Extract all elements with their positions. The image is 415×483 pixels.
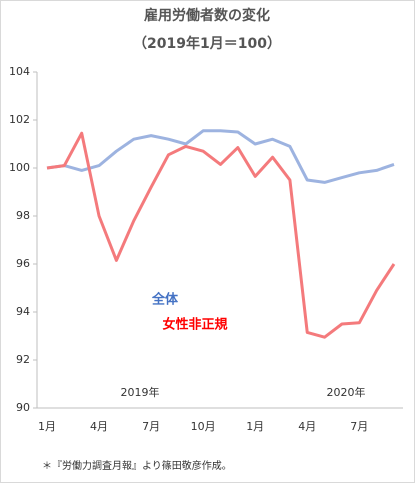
y-tick-label: 96 xyxy=(16,257,30,270)
chart-title: 雇用労働者数の変化 xyxy=(144,7,270,24)
y-tick-label: 100 xyxy=(9,161,30,174)
x-tick-label: 4月 xyxy=(298,420,316,433)
x-tick-label: 1月 xyxy=(38,420,56,433)
y-tick-label: 92 xyxy=(16,353,30,366)
legend-label: 女性非正規 xyxy=(162,317,227,333)
x-tick-label: 1月 xyxy=(246,420,264,433)
x-tick-label: 10月 xyxy=(191,420,216,433)
x-tick-label: 7月 xyxy=(142,420,160,433)
x-tick-label: 4月 xyxy=(90,420,108,433)
y-tick-label: 90 xyxy=(16,401,30,414)
y-tick-label: 102 xyxy=(9,113,30,126)
chart-subtitle: （2019年1月＝100） xyxy=(133,35,281,52)
line-series xyxy=(46,131,396,339)
x-tick-label: 7月 xyxy=(350,420,368,433)
y-tick-label: 104 xyxy=(9,65,30,78)
legend-label: 全体 xyxy=(151,292,179,308)
y-tick-label: 98 xyxy=(16,209,30,222)
year-label: 2019年 xyxy=(121,385,160,399)
y-tick-label: 94 xyxy=(16,305,30,318)
line-series xyxy=(46,129,395,184)
year-label: 2020年 xyxy=(327,385,366,399)
footnote: ＊『労働力調査月報』より篠田敬彦作成。 xyxy=(42,459,232,472)
